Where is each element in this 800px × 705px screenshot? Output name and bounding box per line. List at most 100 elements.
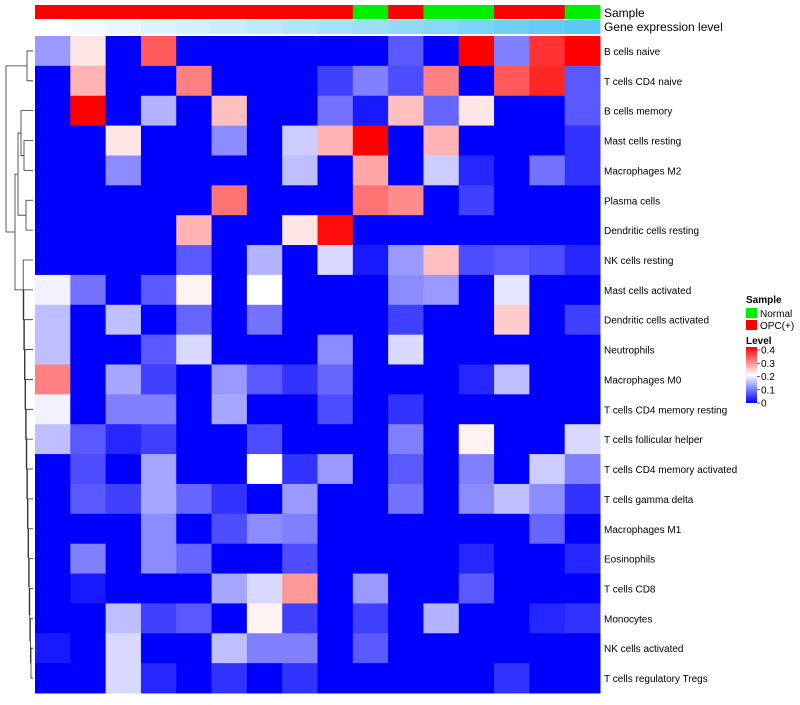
heatmap-cell xyxy=(282,155,318,186)
heatmap-cell xyxy=(423,185,460,216)
heatmap-cell xyxy=(458,364,495,395)
heatmap-cell xyxy=(246,215,283,246)
heatmap-cell xyxy=(458,304,495,336)
heatmap-cell xyxy=(423,573,460,604)
heatmap-cell xyxy=(423,424,460,455)
sample-annotation-cell xyxy=(282,5,318,19)
level-tick-label: 0.2 xyxy=(761,372,775,383)
level-tick-label: 0.3 xyxy=(761,359,775,370)
heatmap-cell xyxy=(458,513,495,545)
heatmap-cell xyxy=(246,394,283,425)
heatmap-cell xyxy=(388,394,424,425)
legend-label: Normal xyxy=(760,309,792,320)
heatmap-cell xyxy=(564,483,601,515)
heatmap-cell xyxy=(529,573,566,604)
heatmap-cell xyxy=(352,65,389,97)
heatmap-cell xyxy=(35,215,71,246)
heatmap-cell xyxy=(529,65,566,97)
heatmap-cell xyxy=(211,543,248,575)
heatmap-cell xyxy=(211,483,248,515)
heatmap-cell xyxy=(458,543,495,575)
heatmap-cell xyxy=(176,215,213,246)
heatmap-cell xyxy=(352,245,389,276)
heatmap-cell xyxy=(564,274,601,306)
sample-annotation-cell xyxy=(246,5,283,19)
row-label: T cells CD8 xyxy=(604,584,656,595)
heatmap-cell xyxy=(564,36,601,67)
dendrogram-branch xyxy=(30,647,33,679)
heatmap-cell xyxy=(282,483,318,515)
level-tick-label: 0.1 xyxy=(761,385,775,396)
heatmap-cell xyxy=(388,424,424,455)
heatmap-cell xyxy=(564,125,601,156)
heatmap-cell xyxy=(317,663,354,694)
row-label: T cells follicular helper xyxy=(604,435,703,446)
heatmap-cell xyxy=(494,215,530,246)
heatmap-cell xyxy=(176,663,213,694)
expression-annotation-cell xyxy=(176,20,213,34)
row-dendrogram xyxy=(5,50,33,679)
heatmap-cell xyxy=(35,125,71,156)
row-label: Monocytes xyxy=(604,614,652,625)
heatmap-cell xyxy=(352,543,389,575)
heatmap-cell xyxy=(140,185,177,216)
row-label: Macrophages M0 xyxy=(604,375,682,386)
heatmap-cell xyxy=(105,65,142,97)
heatmap-cell xyxy=(282,245,318,276)
heatmap-cell xyxy=(423,334,460,365)
sample-annotation-cell xyxy=(423,5,460,19)
heatmap-cell xyxy=(494,304,530,336)
heatmap-cell xyxy=(282,573,318,604)
heatmap-cell xyxy=(529,304,566,336)
expression-annotation-cell xyxy=(564,20,601,34)
heatmap-cell xyxy=(564,364,601,395)
heatmap-cell xyxy=(35,454,71,485)
sample-annotation-cell xyxy=(564,5,601,19)
heatmap-cell xyxy=(494,36,530,67)
dendrogram-branch xyxy=(26,50,33,82)
heatmap-cell xyxy=(140,65,177,97)
sample-annotation-cell xyxy=(494,5,530,19)
heatmap-cell xyxy=(352,603,389,634)
heatmap-cell xyxy=(529,424,566,455)
heatmap-cell xyxy=(35,245,71,276)
heatmap-cell xyxy=(211,304,248,336)
expression-annotation-bar xyxy=(35,20,601,34)
heatmap-cell xyxy=(140,603,177,634)
heatmap-cell xyxy=(388,364,424,395)
heatmap-cell xyxy=(388,483,424,515)
heatmap-cell xyxy=(564,424,601,455)
heatmap-cell xyxy=(35,36,71,67)
heatmap-cell xyxy=(352,513,389,545)
heatmap-cell xyxy=(564,245,601,276)
heatmap-cell xyxy=(352,633,389,664)
sample-legend-title: Sample xyxy=(746,295,782,306)
heatmap-cell xyxy=(35,364,71,395)
heatmap-cell xyxy=(105,36,142,67)
heatmap-cell xyxy=(35,155,71,186)
heatmap-cell xyxy=(352,304,389,336)
heatmap-cell xyxy=(70,394,107,425)
heatmap-cell xyxy=(246,334,283,365)
heatmap-cell xyxy=(105,304,142,336)
heatmap-cell xyxy=(317,304,354,336)
heatmap-cell xyxy=(70,454,107,485)
heatmap-cell xyxy=(352,483,389,515)
heatmap-cell xyxy=(105,633,142,664)
heatmap-cell xyxy=(105,125,142,156)
heatmap-cell xyxy=(529,663,566,694)
heatmap-cell xyxy=(211,274,248,306)
heatmap-cell xyxy=(35,394,71,425)
sample-annotation-cell xyxy=(70,5,107,19)
sample-annotation-cell xyxy=(458,5,495,19)
heatmap-cell xyxy=(176,185,213,216)
heatmap-cell xyxy=(211,424,248,455)
sample-annotation-cell xyxy=(211,5,248,19)
heatmap-cell xyxy=(140,573,177,604)
heatmap-cell xyxy=(70,603,107,634)
heatmap-cell xyxy=(458,125,495,156)
heatmap-cell xyxy=(105,543,142,575)
heatmap-cell xyxy=(494,454,530,485)
heatmap-cell xyxy=(423,155,460,186)
